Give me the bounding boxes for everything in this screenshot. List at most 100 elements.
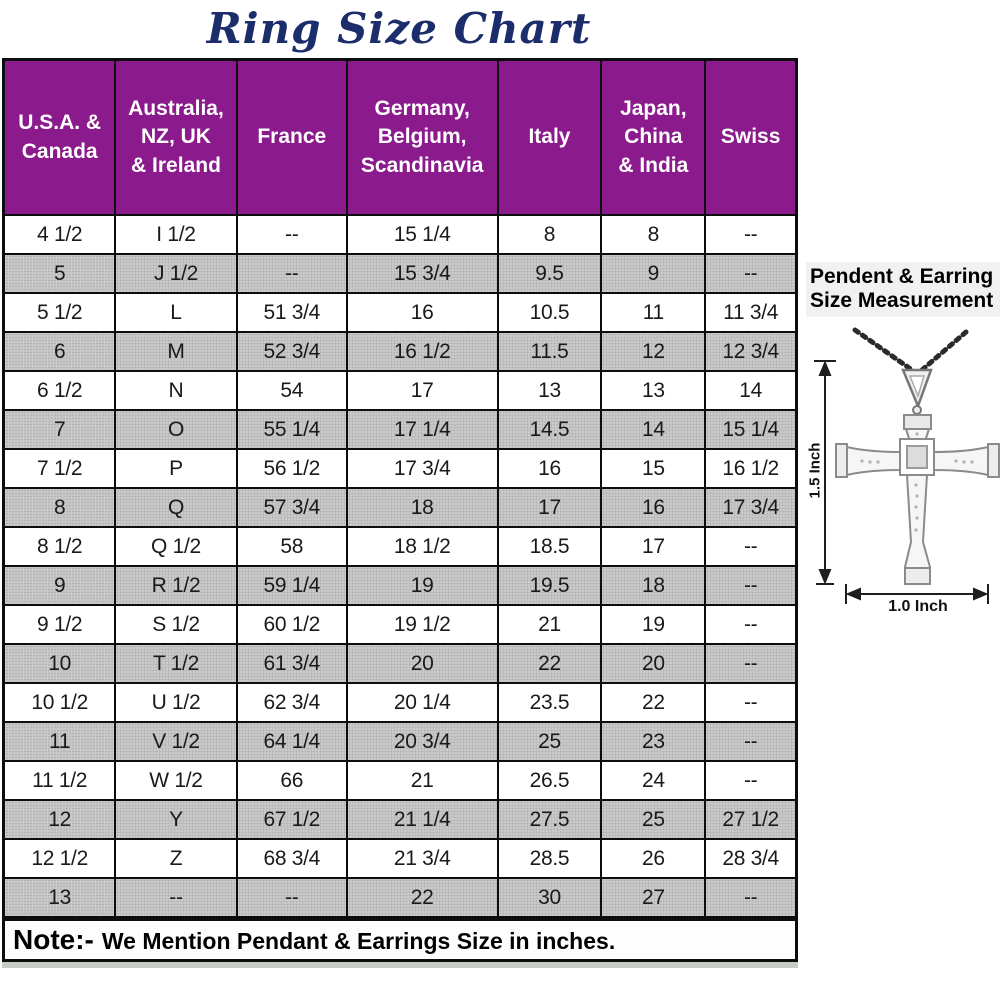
table-cell: 19: [600, 604, 707, 645]
table-cell: 62 3/4: [235, 682, 348, 723]
table-cell: 9.5: [496, 253, 603, 294]
table-cell: 5 1/2: [2, 292, 117, 333]
table-cell: 16: [345, 292, 499, 333]
pendant-bail-icon: [901, 368, 933, 415]
height-measure-arrow: [814, 360, 836, 585]
table-cell: 17 1/4: [345, 409, 499, 450]
table-cell: 14: [704, 370, 798, 411]
table-row: 4 1/2 I 1/2 -- 15 1/4 8 8 --: [2, 214, 798, 255]
table-cell: 27 1/2: [704, 799, 798, 840]
table-cell: 23.5: [496, 682, 603, 723]
table-cell: 64 1/4: [235, 721, 348, 762]
table-cell: 67 1/2: [235, 799, 348, 840]
table-cell: 68 3/4: [235, 838, 348, 879]
table-cell: 22: [600, 682, 707, 723]
table-cell: 51 3/4: [235, 292, 348, 333]
table-cell: U 1/2: [114, 682, 238, 723]
cross-pendant-icon: [835, 414, 1000, 585]
table-cell: 52 3/4: [235, 331, 348, 372]
table-cell: 20 1/4: [345, 682, 499, 723]
table-cell: 57 3/4: [235, 487, 348, 528]
table-cell: 58: [235, 526, 348, 567]
table-cell: 25: [600, 799, 707, 840]
table-cell: O: [114, 409, 238, 450]
table-cell: 25: [496, 721, 603, 762]
table-cell: L: [114, 292, 238, 333]
table-row: 12 Y 67 1/2 21 1/4 27.5 25 27 1/2: [2, 799, 798, 840]
table-cell: 9: [2, 565, 117, 606]
table-cell: 20: [345, 643, 499, 684]
column-header: France: [235, 58, 348, 216]
table-cell: Q: [114, 487, 238, 528]
page-title: Ring Size Chart: [206, 4, 592, 53]
table-cell: 12 3/4: [704, 331, 798, 372]
table-cell: 11 3/4: [704, 292, 798, 333]
table-cell: --: [704, 682, 798, 723]
column-header: Australia, NZ, UK & Ireland: [114, 58, 238, 216]
note-bar: Note:- We Mention Pendant & Earrings Siz…: [2, 919, 798, 962]
table-cell: --: [704, 604, 798, 645]
table-cell: 4 1/2: [2, 214, 117, 255]
table-cell: 8: [600, 214, 707, 255]
table-row: 6 M 52 3/4 16 1/2 11.5 12 12 3/4: [2, 331, 798, 372]
table-cell: 22: [496, 643, 603, 684]
table-row: 9 1/2 S 1/2 60 1/2 19 1/2 21 19 --: [2, 604, 798, 645]
table-cell: --: [704, 253, 798, 294]
table-row: 5 1/2 L 51 3/4 16 10.5 11 11 3/4: [2, 292, 798, 333]
table-cell: 6 1/2: [2, 370, 117, 411]
table-cell: 61 3/4: [235, 643, 348, 684]
column-header: Japan, China & India: [600, 58, 707, 216]
table-cell: 16: [496, 448, 603, 489]
table-cell: 59 1/4: [235, 565, 348, 606]
table-cell: 30: [496, 877, 603, 919]
table-row: 13 -- -- 22 30 27 --: [2, 877, 798, 919]
table-cell: --: [114, 877, 238, 919]
table-cell: 21 1/4: [345, 799, 499, 840]
table-cell: 8 1/2: [2, 526, 117, 567]
table-cell: 22: [345, 877, 499, 919]
table-cell: 17 3/4: [345, 448, 499, 489]
table-row: 6 1/2 N 54 17 13 13 14: [2, 370, 798, 411]
table-row: 8 1/2 Q 1/2 58 18 1/2 18.5 17 --: [2, 526, 798, 567]
table-cell: M: [114, 331, 238, 372]
table-cell: 19: [345, 565, 499, 606]
table-cell: 11: [600, 292, 707, 333]
pendant-cross-diagram: [814, 327, 1000, 604]
table-cell: --: [704, 214, 798, 255]
table-cell: --: [704, 877, 798, 919]
table-row: 10 T 1/2 61 3/4 20 22 20 --: [2, 643, 798, 684]
table-cell: 14: [600, 409, 707, 450]
necklace-chain-icon: [852, 327, 969, 373]
width-measurement-label: 1.0 Inch: [888, 598, 948, 615]
table-cell: 13: [496, 370, 603, 411]
table-cell: --: [704, 643, 798, 684]
table-cell: 12 1/2: [2, 838, 117, 879]
table-cell: 6: [2, 331, 117, 372]
table-cell: 17: [496, 487, 603, 528]
table-row: 7 1/2 P 56 1/2 17 3/4 16 15 16 1/2: [2, 448, 798, 489]
table-cell: 13: [600, 370, 707, 411]
height-measurement-label: 1.5 Inch: [806, 442, 824, 499]
table-cell: 15 3/4: [345, 253, 499, 294]
table-cell: 10 1/2: [2, 682, 117, 723]
table-cell: 24: [600, 760, 707, 801]
table-cell: N: [114, 370, 238, 411]
ring-size-table: U.S.A. & Canada Australia, NZ, UK & Irela…: [2, 58, 798, 919]
ring-size-chart-section: U.S.A. & Canada Australia, NZ, UK & Irela…: [2, 58, 798, 968]
table-cell: 11.5: [496, 331, 603, 372]
table-cell: 13: [2, 877, 117, 919]
table-row: 12 1/2 Z 68 3/4 21 3/4 28.5 26 28 3/4: [2, 838, 798, 879]
table-cell: R 1/2: [114, 565, 238, 606]
table-cell: --: [235, 214, 348, 255]
table-cell: 16 1/2: [704, 448, 798, 489]
column-header: U.S.A. & Canada: [2, 58, 117, 216]
table-cell: 7 1/2: [2, 448, 117, 489]
table-cell: 8: [2, 487, 117, 528]
table-cell: 15 1/4: [704, 409, 798, 450]
column-header: Germany, Belgium, Scandinavia: [345, 58, 499, 216]
table-cell: --: [704, 760, 798, 801]
table-cell: 21 3/4: [345, 838, 499, 879]
table-cell: 54: [235, 370, 348, 411]
